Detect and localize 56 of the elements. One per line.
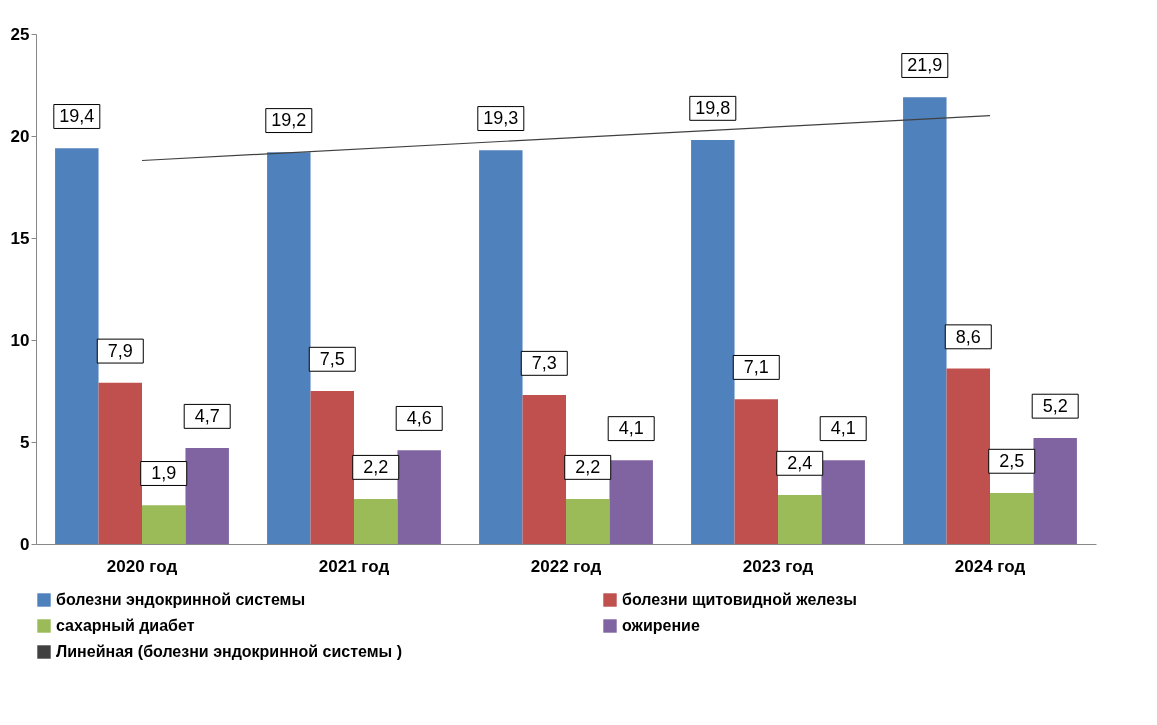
legend-label: болезни щитовидной железы xyxy=(622,591,857,608)
data-label: 4,7 xyxy=(194,406,220,427)
data-label: 2,4 xyxy=(787,453,813,474)
data-label: 2,5 xyxy=(999,451,1025,471)
bar xyxy=(821,460,865,544)
y-tick-label: 10 xyxy=(10,330,30,350)
x-tick-label: 2020 год xyxy=(106,556,178,576)
bar xyxy=(142,505,186,544)
legend-label: Линейная (болезни эндокринной системы ) xyxy=(56,643,402,660)
bar xyxy=(778,495,822,544)
y-tick-label: 15 xyxy=(10,228,30,248)
bar xyxy=(691,140,735,544)
data-label: 19,2 xyxy=(271,110,307,131)
bar xyxy=(946,368,990,544)
legend-label: ожирение xyxy=(622,617,700,634)
data-label: 8,6 xyxy=(955,326,981,347)
bar xyxy=(479,150,523,544)
y-tick-label: 0 xyxy=(20,534,30,554)
legend-label: болезни эндокринной системы xyxy=(56,591,306,608)
bar xyxy=(310,391,354,544)
x-tick-label: 2024 год xyxy=(954,556,1026,576)
x-tick-label: 2021 год xyxy=(318,556,390,576)
bar xyxy=(397,450,441,544)
bar xyxy=(98,382,142,544)
data-label: 2,2 xyxy=(575,457,601,478)
x-tick-label: 2023 год xyxy=(742,556,814,576)
data-label: 4,1 xyxy=(830,418,856,439)
bar xyxy=(609,460,653,544)
data-label: 7,1 xyxy=(743,357,769,378)
y-tick-label: 25 xyxy=(10,24,30,44)
x-tick-label: 2022 год xyxy=(530,556,602,576)
data-label: 7,3 xyxy=(531,353,557,374)
data-label: 5,2 xyxy=(1042,395,1068,416)
data-label: 21,9 xyxy=(907,55,943,76)
bar xyxy=(566,499,610,544)
bar xyxy=(990,493,1034,544)
data-label: 1,9 xyxy=(151,463,177,484)
bar xyxy=(354,499,398,544)
data-label: 19,8 xyxy=(695,98,731,119)
bar xyxy=(522,395,566,544)
data-label: 2,2 xyxy=(363,457,389,478)
legend-label: сахарный диабет xyxy=(56,617,195,634)
data-label: 19,4 xyxy=(59,106,95,127)
data-label: 4,6 xyxy=(406,408,432,429)
y-tick-label: 20 xyxy=(10,126,30,146)
bar xyxy=(55,148,99,544)
bar xyxy=(903,97,947,544)
bar xyxy=(267,152,311,544)
data-label: 4,1 xyxy=(618,418,644,439)
data-label: 19,3 xyxy=(483,108,519,129)
bar xyxy=(734,399,778,544)
y-tick-label: 5 xyxy=(20,432,30,452)
data-label: 7,5 xyxy=(319,349,345,369)
data-label: 7,9 xyxy=(107,340,133,361)
bar xyxy=(1033,437,1077,544)
bar xyxy=(185,448,229,544)
